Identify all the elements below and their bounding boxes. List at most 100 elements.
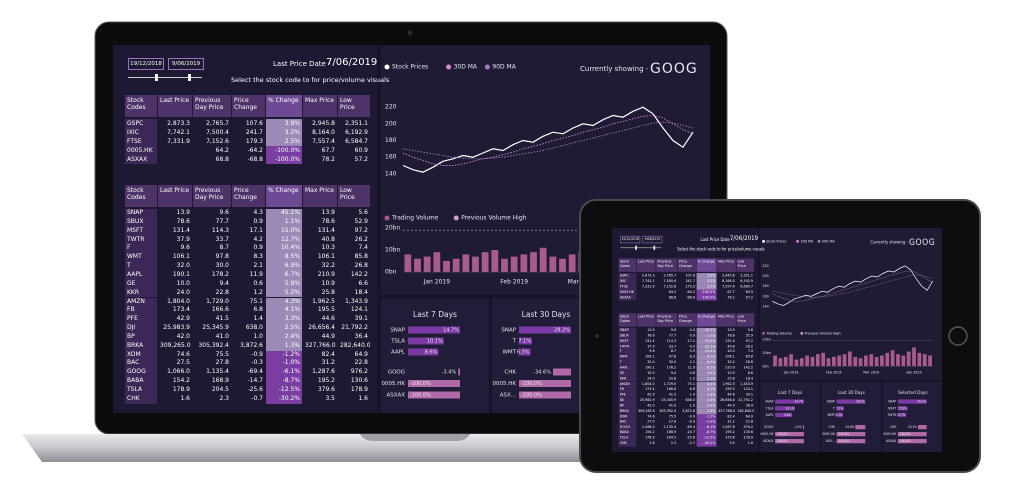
- table-cell: 78.6: [176, 217, 190, 225]
- stock-code: F: [618, 349, 637, 355]
- table-cell: -1.2%: [266, 350, 302, 360]
- bar: [836, 432, 866, 437]
- table-header: Last Price: [636, 258, 656, 272]
- table-cell: 5.9%: [266, 279, 302, 289]
- table-cell: 6.7%: [266, 270, 302, 280]
- table-cell: 32.2: [321, 262, 335, 270]
- volume-bar: [433, 252, 441, 272]
- value-label: -100.0%: [838, 432, 850, 436]
- x-tick-label: Feb 2019: [500, 279, 528, 286]
- value-label: 10.1%: [786, 406, 795, 410]
- table-cell: 173.4: [645, 387, 655, 392]
- table-cell: 32.0: [647, 360, 655, 365]
- panel-title: Last 7 Days: [778, 390, 803, 396]
- value-label: 15.0%: [898, 406, 907, 410]
- price-line: [402, 106, 694, 173]
- table-cell: 166.6: [211, 306, 229, 314]
- legend-label: Previous Volume High: [461, 215, 526, 222]
- stock-code: ASXAX: [618, 294, 637, 301]
- table-cell: 5.9%: [696, 370, 717, 377]
- table-cell: 11.9: [249, 270, 263, 278]
- category-label: SNAP: [827, 399, 835, 403]
- table-cell: 2.5%: [696, 397, 717, 404]
- category-label: ASXAX: [886, 439, 897, 443]
- table-cell: 204.5: [666, 435, 677, 440]
- table-cell: 1,135.4: [206, 368, 229, 376]
- table-cell: 22.8: [354, 359, 368, 367]
- table-cell: 7,742.1: [641, 279, 655, 284]
- table-cell: 10.4%: [696, 349, 717, 355]
- bar: [897, 399, 927, 404]
- table-cell: 40.8: [727, 344, 735, 349]
- stock-code: 0005.HK: [618, 289, 637, 295]
- table-cell: 106.1: [645, 354, 655, 360]
- value-label: 7.1%: [836, 406, 843, 410]
- table-cell: 1.4: [689, 392, 695, 397]
- volume-bar: [906, 351, 911, 367]
- stock-code: GOOG: [618, 424, 637, 431]
- table-cell: 379.6: [725, 435, 735, 440]
- stock-code: CHK: [618, 441, 637, 447]
- category-label: AAPL: [766, 413, 774, 417]
- y-tick-label: 180: [385, 137, 397, 144]
- table-cell: -0.3: [688, 419, 695, 424]
- value-label: 8.6%: [784, 413, 791, 417]
- legend-marker: [817, 239, 821, 243]
- instruction: Select the stock code to for price/volum…: [677, 246, 765, 252]
- table-cell: 1.0: [689, 403, 695, 408]
- table-cell: 31.2: [321, 359, 335, 367]
- volume-bar: [869, 354, 874, 367]
- table-cell: 7,500.4: [663, 279, 677, 284]
- table-cell: 8,164.0: [312, 129, 335, 136]
- stock-code: AMZN: [618, 381, 637, 388]
- y-tick-label: 160: [385, 154, 397, 161]
- table-cell: 7,742.1: [167, 129, 190, 136]
- table-cell: 8.5%: [696, 354, 717, 361]
- value-label: -30.2%: [907, 425, 917, 429]
- category-label: TSLA: [390, 339, 405, 345]
- table-cell: 97.2: [354, 226, 368, 234]
- table-cell: 309,265.0: [160, 341, 191, 349]
- table-cell: 0.9: [689, 349, 695, 354]
- slider-knob: [653, 245, 656, 250]
- table-cell: 25,345.9: [202, 324, 229, 332]
- table-cell: 1,343.9: [740, 381, 754, 387]
- table-cell: 3.9%: [696, 273, 717, 279]
- table-cell: 75.1: [249, 297, 263, 305]
- table-cell: 67.7: [321, 147, 335, 154]
- table-header: Max Price: [717, 313, 736, 327]
- table-cell: 327,766.0: [718, 408, 736, 413]
- y-tick-label: 20bn: [762, 337, 770, 341]
- y-tick-label: 200: [385, 120, 397, 127]
- table-cell: 1,729.0: [663, 381, 677, 387]
- table-cell: 7,331.9: [641, 284, 655, 289]
- table-cell: 7.4: [358, 244, 368, 252]
- selected-stock: GOOG: [650, 61, 698, 77]
- table-cell: 2.3: [670, 441, 677, 446]
- bar: [775, 432, 804, 437]
- volume-bar: [404, 254, 412, 272]
- date-box: 19/12/2018: [128, 58, 164, 70]
- table-header: % Change: [696, 258, 717, 272]
- table-cell: -12.5%: [266, 386, 302, 395]
- table-cell: 97.8: [215, 253, 229, 261]
- table-cell: 3.5: [325, 394, 335, 402]
- table-cell: 64.2: [215, 147, 229, 154]
- value-label: 6.3%: [517, 350, 530, 356]
- stock-code: BABA: [125, 377, 157, 386]
- stock-code: TSLA: [125, 386, 157, 395]
- bar: [519, 337, 533, 345]
- table-cell: -14.7: [247, 377, 263, 385]
- table-cell: 26.2: [745, 344, 754, 349]
- table-cell: 75.1: [687, 381, 695, 387]
- stock-code: BP: [618, 403, 637, 409]
- volume-bar: [778, 358, 783, 367]
- table-cell: 77.7: [215, 217, 229, 225]
- table-cell: 6.6: [747, 370, 754, 376]
- charts: Stock Prices 30D MA 90D MA Currently showin…: [761, 237, 935, 444]
- table-cell: 142.2: [743, 365, 754, 370]
- dashboard: 19/12/2018 9/06/2019 Last Price Date -7/06…: [612, 228, 943, 453]
- table-cell: 1.1%: [266, 217, 302, 227]
- table-cell: 106.1: [172, 253, 190, 261]
- y-tick-label: 200: [762, 274, 768, 278]
